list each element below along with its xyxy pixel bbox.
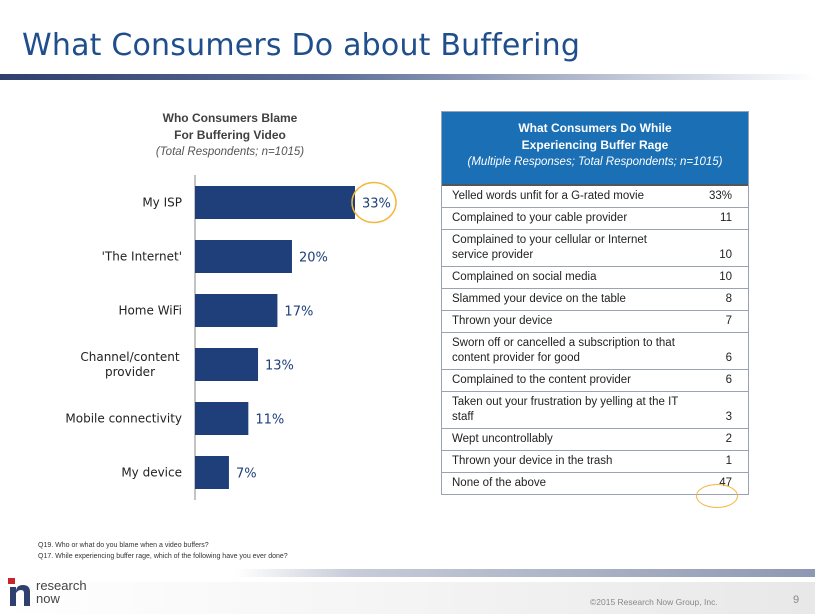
table-row-value: 10 [719,271,732,283]
table-row: Taken out your frustration by yelling at… [442,391,748,428]
table-row-value: 10 [719,249,732,261]
table-row-value: 6 [725,352,732,364]
table-row: Complained on social media 10 [442,266,748,288]
table-row: Wept uncontrollably 2 [442,428,748,450]
table-row-label: Thrown your device [452,315,553,327]
highlight-circle [351,181,397,224]
table-row-label: Complained to your cellular or Internet … [452,234,647,261]
category-label: Home WiFi [118,304,182,318]
category-label: My ISP [142,196,182,210]
logo-text-now: now [36,591,60,606]
table-header: What Consumers Do While Experiencing Buf… [442,112,748,184]
bar-0 [195,186,355,219]
table-row-value: 1 [725,455,732,467]
buffer-rage-table: What Consumers Do While Experiencing Buf… [441,111,749,495]
category-label: Mobile connectivity [65,412,182,426]
question-notes: Q19. Who or what do you blame when a vid… [38,540,288,562]
value-label: 7% [236,467,257,482]
bar-1 [195,240,292,273]
value-label: 11% [255,413,284,428]
value-label: 17% [284,305,313,320]
table-row-label: Sworn off or cancelled a subscription to… [452,337,675,364]
bar-4 [195,402,249,435]
value-label: 13% [265,359,294,374]
table-row-value: 7 [725,315,732,327]
table-row-label: None of the above [452,477,546,489]
logo-text-research: research [36,578,87,593]
table-row-label: Complained to the content provider [452,374,631,386]
table-title-line-2: Experiencing Buffer Rage [521,138,669,152]
table-row-value: 2 [725,433,732,445]
title-underline-bar [0,74,815,80]
research-now-logo-icon [8,578,30,606]
chart-subtitle: (Total Respondents; n=1015) [155,146,305,158]
table-row: Complained to the content provider 6 [442,369,748,391]
bar-3 [195,348,259,381]
table-row-label: Yelled words unfit for a G-rated movie [452,190,644,202]
page-title: What Consumers Do about Buffering [22,28,581,63]
page-number: 9 [793,594,800,606]
category-label: Channel/content [80,350,180,364]
table-row: Complained to your cable provider 11 [442,207,748,229]
table-row: Sworn off or cancelled a subscription to… [442,332,748,369]
table-row-label: Slammed your device on the table [452,293,626,305]
chart-title-line-2: For Buffering Video [174,128,286,142]
table-row-value: 3 [725,411,732,423]
table-row-value: 8 [725,293,732,305]
chart-title: Who Consumers Blame For Buffering Video [110,110,350,144]
category-label: provider [105,365,155,379]
table-row: Thrown your device 7 [442,310,748,332]
table-row: Complained to your cellular or Internet … [442,229,748,266]
chart-title-line-1: Who Consumers Blame [162,111,298,125]
table-row-label: Wept uncontrollably [452,433,553,445]
table-row: Slammed your device on the table 8 [442,288,748,310]
highlight-circle-none [696,484,738,508]
footer-background [0,582,815,614]
table-row: Thrown your device in the trash 1 [442,450,748,472]
table-subtitle: (Multiple Responses; Total Respondents; … [467,156,723,168]
note-q19: Q19. Who or what do you blame when a vid… [38,542,209,549]
table-row-label: Taken out your frustration by yelling at… [452,396,679,423]
table-row-label: Complained on social media [452,271,597,283]
table-row-label: Thrown your device in the trash [452,455,613,467]
table-row-value: 6 [725,374,732,386]
category-label: 'The Internet' [102,250,182,264]
table-row-value: 11 [720,212,732,224]
bar-5 [195,456,229,489]
copyright: ©2015 Research Now Group, Inc. [590,597,718,607]
value-label: 33% [362,197,391,212]
logo-text: research now [36,579,87,605]
table-row-label: Complained to your cable provider [452,212,628,224]
blame-bar-chart: My ISP 33% 'The Internet' 20% Home WiFi 17% Ch… [65,175,397,500]
table-title-line-1: What Consumers Do While [518,121,672,135]
bar-2 [195,294,278,327]
footer-bar [235,569,815,577]
table-row-value: 33% [708,190,732,202]
note-q17: Q17. While experiencing buffer rage, whi… [38,553,288,560]
table-body: Yelled words unfit for a G-rated movie 33… [442,184,748,494]
value-label: 20% [299,251,328,266]
category-label: My device [121,466,182,480]
table-row: Yelled words unfit for a G-rated movie 33… [442,184,748,207]
